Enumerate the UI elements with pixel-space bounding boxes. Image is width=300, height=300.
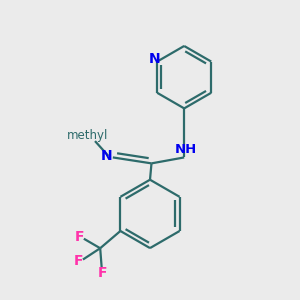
Text: F: F [74,230,84,244]
Text: NH: NH [175,143,197,156]
Text: N: N [148,52,160,67]
Text: F: F [98,266,107,280]
Text: N: N [100,148,112,163]
Text: F: F [74,254,83,268]
Text: methyl: methyl [67,129,108,142]
